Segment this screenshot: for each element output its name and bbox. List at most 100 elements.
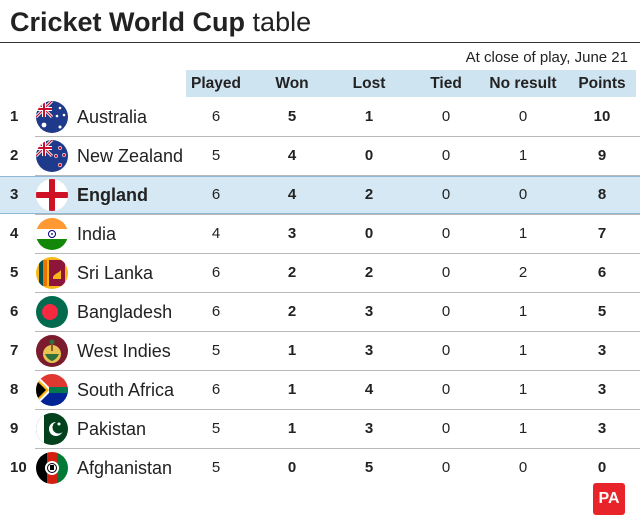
rank-cell: 8 <box>10 380 19 398</box>
lost-cell: 0 <box>364 224 374 242</box>
pa-logo: PA <box>593 483 625 515</box>
new-zealand-flag-icon <box>36 139 68 172</box>
won-cell: 2 <box>287 302 297 320</box>
pakistan-flag-icon <box>36 412 68 445</box>
no-result-cell: 1 <box>518 146 528 164</box>
tied-cell: 0 <box>441 419 451 437</box>
table-row: 3 England 6 4 2 0 0 8 <box>0 175 640 214</box>
team-name: New Zealand <box>77 145 184 166</box>
played-cell: 5 <box>211 458 221 476</box>
bangladesh-flag-icon <box>36 295 68 328</box>
won-cell: 0 <box>287 458 297 476</box>
lost-cell: 0 <box>364 146 374 164</box>
tied-cell: 0 <box>441 341 451 359</box>
no-result-cell: 0 <box>518 185 528 203</box>
row-divider <box>35 292 640 293</box>
won-cell: 2 <box>287 263 297 281</box>
no-result-cell: 1 <box>518 341 528 359</box>
played-cell: 6 <box>211 380 221 398</box>
points-cell: 9 <box>597 146 607 164</box>
no-result-cell: 1 <box>518 302 528 320</box>
lost-cell: 2 <box>364 185 374 203</box>
table-header <box>186 70 636 97</box>
points-cell: 3 <box>597 380 607 398</box>
no-result-cell: 2 <box>518 263 528 281</box>
team-name: West Indies <box>77 340 171 361</box>
title-bold: Cricket World Cup <box>10 7 246 37</box>
played-cell: 6 <box>211 302 221 320</box>
points-cell: 7 <box>597 224 607 242</box>
row-divider <box>35 331 640 332</box>
tied-cell: 0 <box>441 146 451 164</box>
team-name: Australia <box>77 106 148 127</box>
table-row: 1 Australia 6 5 1 0 0 10 <box>0 98 640 136</box>
lost-cell: 3 <box>364 341 374 359</box>
rank-cell: 5 <box>10 263 19 281</box>
row-divider <box>35 214 640 215</box>
tied-cell: 0 <box>441 224 451 242</box>
title-rule <box>0 42 640 43</box>
tied-cell: 0 <box>441 263 451 281</box>
no-result-cell: 1 <box>518 380 528 398</box>
won-cell: 5 <box>287 107 297 125</box>
tied-cell: 0 <box>441 458 451 476</box>
title-rest: table <box>252 7 312 37</box>
row-divider <box>35 136 640 137</box>
no-result-cell: 1 <box>518 224 528 242</box>
tied-cell: 0 <box>441 185 451 203</box>
col-header-no-result: No result <box>489 75 557 92</box>
row-divider <box>35 409 640 410</box>
team-name: India <box>77 223 117 244</box>
no-result-cell: 0 <box>518 458 528 476</box>
page-title: Cricket World Cup table <box>10 4 311 40</box>
points-cell: 3 <box>597 341 607 359</box>
australia-flag-icon <box>36 100 68 133</box>
won-cell: 1 <box>287 380 297 398</box>
points-cell: 5 <box>597 302 607 320</box>
table-row: 9 Pakistan 5 1 3 0 1 3 <box>0 410 640 448</box>
team-name: England <box>77 184 148 205</box>
won-cell: 3 <box>287 224 297 242</box>
team-name: Sri Lanka <box>77 262 154 283</box>
table-row: 10 Afghanistan 5 0 5 0 0 0 <box>0 449 640 487</box>
col-header-won: Won <box>275 75 309 92</box>
rank-cell: 10 <box>10 458 27 476</box>
rank-cell: 1 <box>10 107 19 125</box>
won-cell: 1 <box>287 341 297 359</box>
points-cell: 10 <box>593 107 611 125</box>
table-row: 6 Bangladesh 6 2 3 0 1 5 <box>0 293 640 331</box>
row-divider <box>35 253 640 254</box>
points-cell: 3 <box>597 419 607 437</box>
lost-cell: 3 <box>364 302 374 320</box>
england-flag-icon <box>36 178 68 211</box>
tied-cell: 0 <box>441 302 451 320</box>
lost-cell: 1 <box>364 107 374 125</box>
no-result-cell: 0 <box>518 107 528 125</box>
lost-cell: 2 <box>364 263 374 281</box>
lost-cell: 3 <box>364 419 374 437</box>
col-header-tied: Tied <box>430 75 462 92</box>
rank-cell: 4 <box>10 224 19 242</box>
lost-cell: 4 <box>364 380 374 398</box>
table-row: 7 West Indies 5 1 3 0 1 3 <box>0 332 640 370</box>
team-name: South Africa <box>77 379 175 400</box>
row-divider <box>35 370 640 371</box>
sri-lanka-flag-icon <box>36 256 68 289</box>
played-cell: 6 <box>211 107 221 125</box>
played-cell: 5 <box>211 419 221 437</box>
team-name: Pakistan <box>77 418 147 439</box>
tied-cell: 0 <box>441 107 451 125</box>
won-cell: 4 <box>287 185 297 203</box>
played-cell: 6 <box>211 185 221 203</box>
table-row: 4 India 4 3 0 0 1 7 <box>0 215 640 253</box>
no-result-cell: 1 <box>518 419 528 437</box>
rank-cell: 2 <box>10 146 19 164</box>
team-name: Bangladesh <box>77 301 173 322</box>
col-header-lost: Lost <box>352 75 386 92</box>
played-cell: 5 <box>211 146 221 164</box>
team-name: Afghanistan <box>77 457 173 478</box>
rank-cell: 6 <box>10 302 19 320</box>
played-cell: 4 <box>211 224 221 242</box>
col-header-played: Played <box>191 75 241 92</box>
rank-cell: 7 <box>10 341 19 359</box>
